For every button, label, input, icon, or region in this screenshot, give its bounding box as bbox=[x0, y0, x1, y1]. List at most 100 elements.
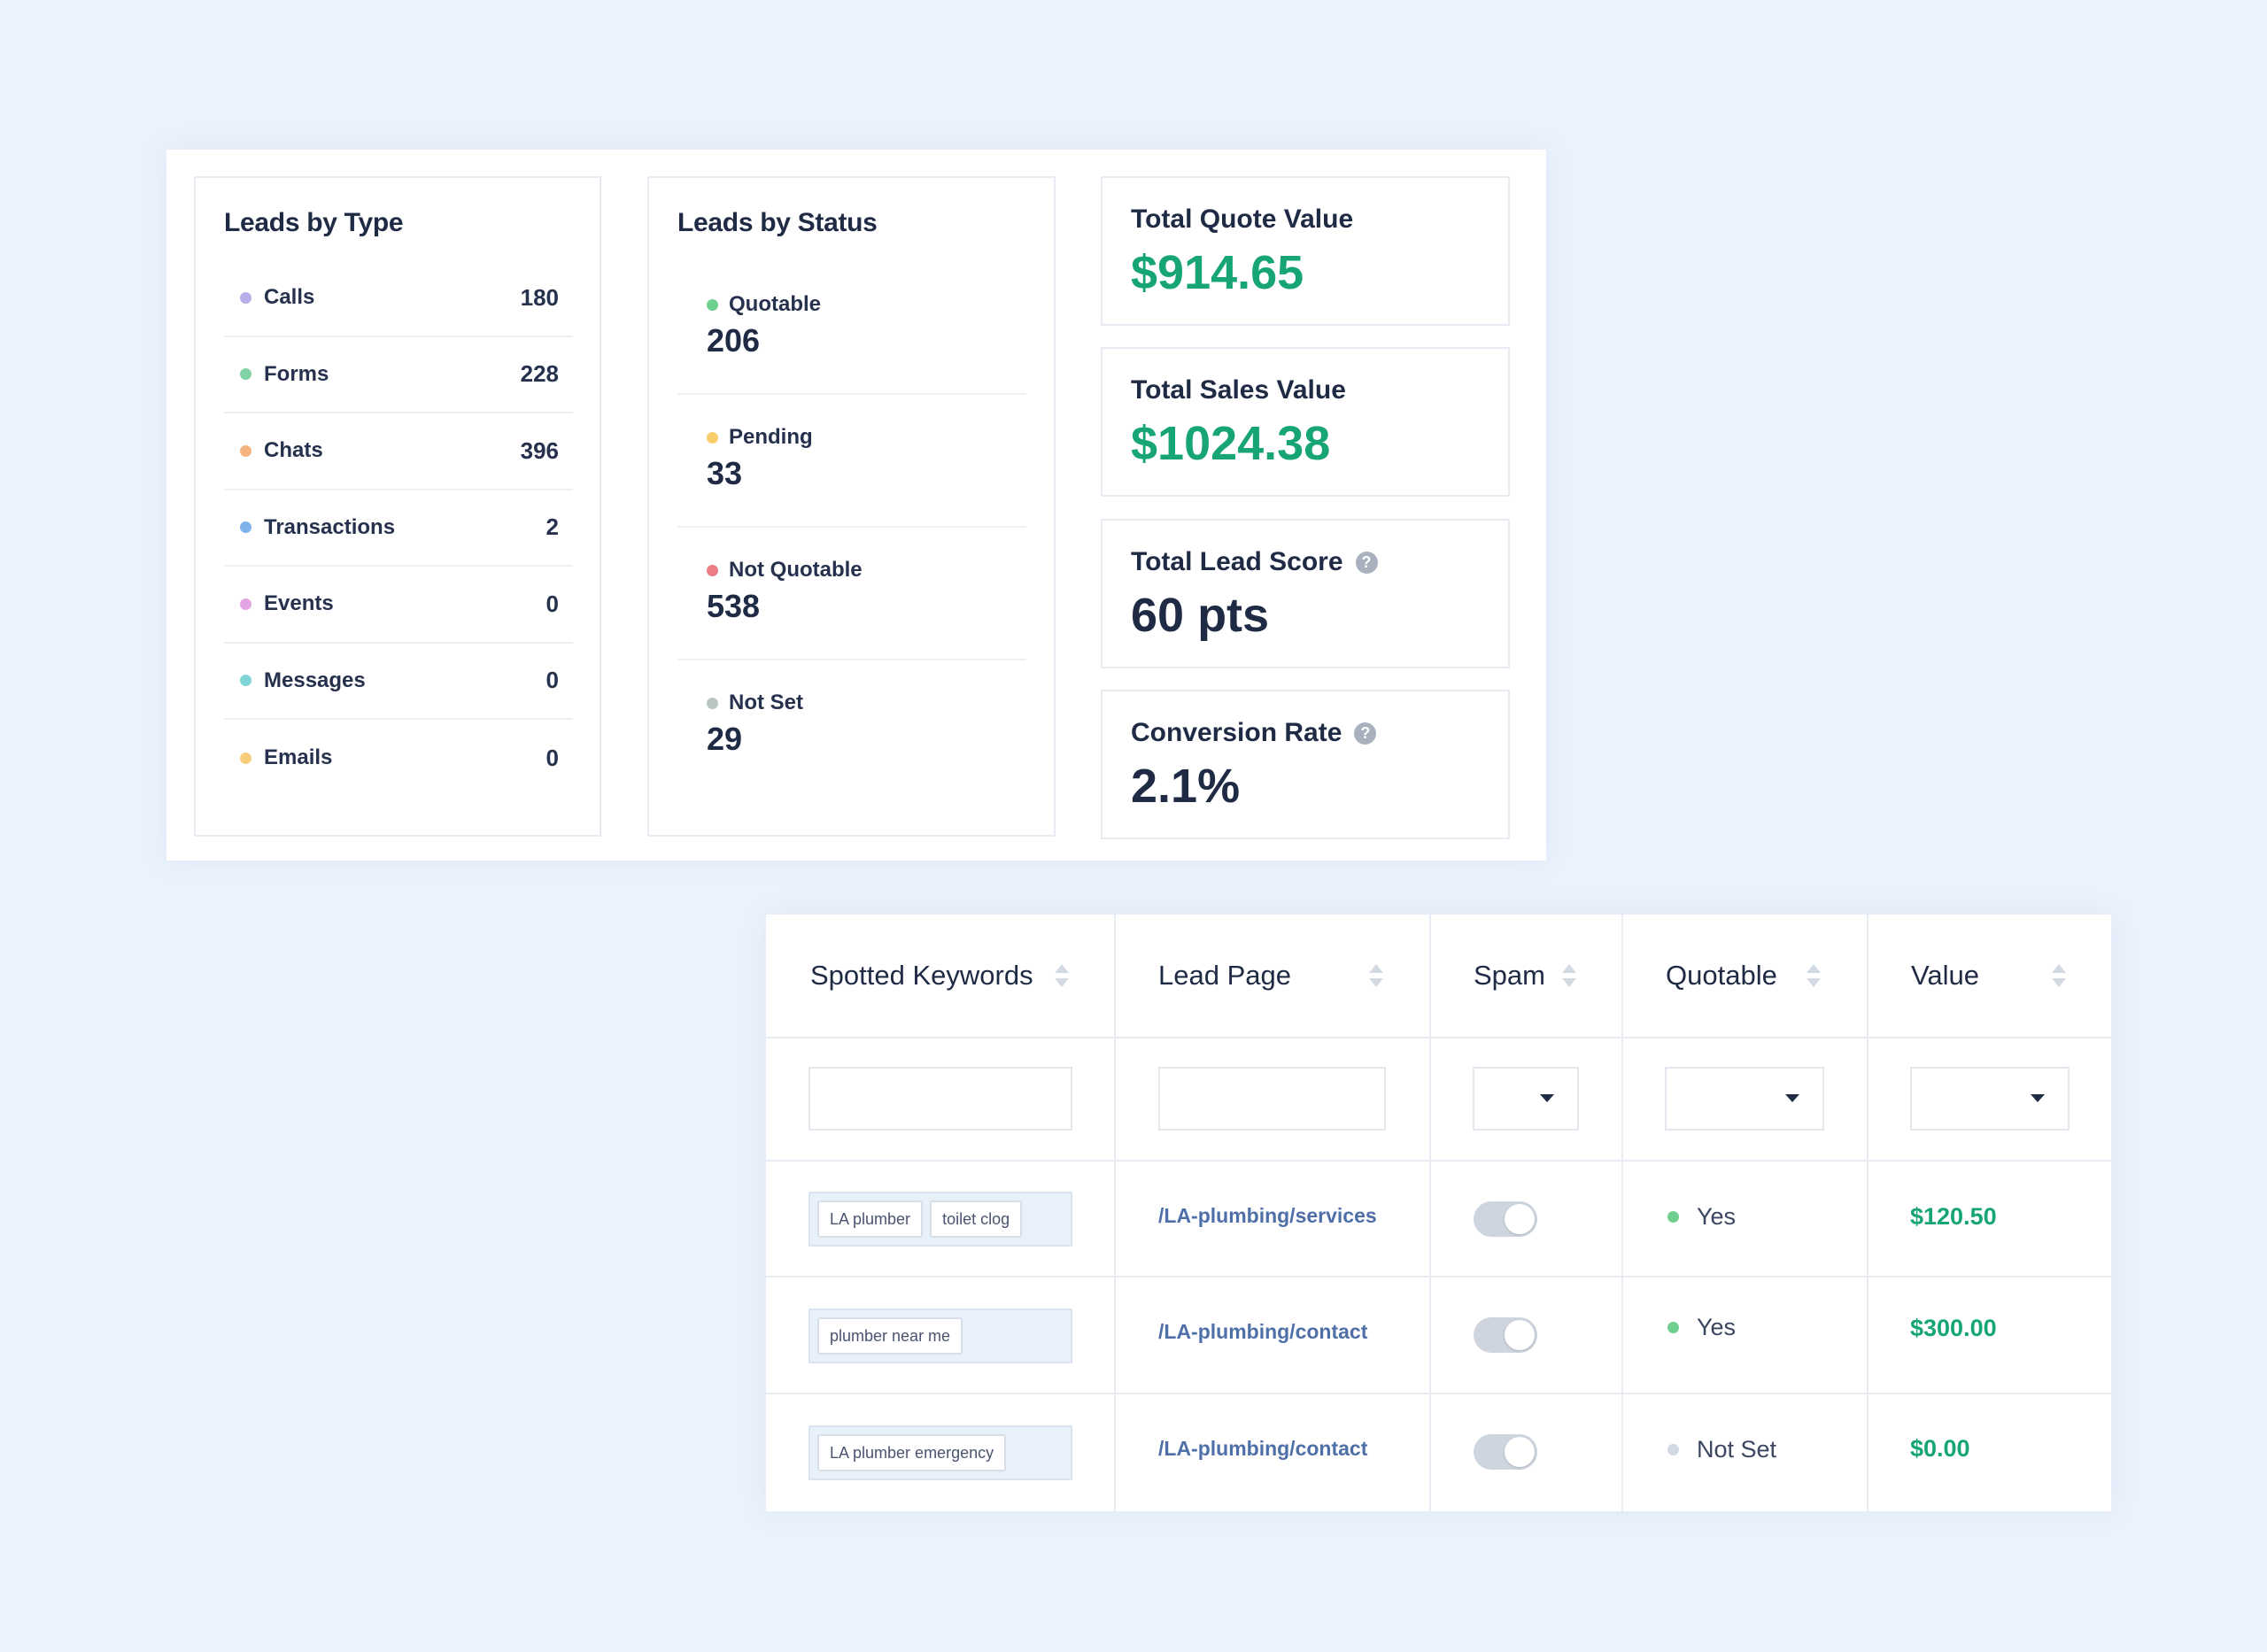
sort-icon[interactable] bbox=[1561, 962, 1577, 989]
sort-icon[interactable] bbox=[2051, 962, 2067, 989]
lead-page-filter-input[interactable] bbox=[1158, 1067, 1386, 1131]
lead-type-count: 396 bbox=[520, 436, 559, 464]
lead-status-row[interactable]: Quotable 206 bbox=[677, 262, 1026, 395]
spam-toggle[interactable] bbox=[1474, 1434, 1537, 1470]
leads-by-type-list: Calls 180 Forms 228 Chats 396 Transactio… bbox=[224, 260, 573, 797]
lead-status-row[interactable]: Not Set 29 bbox=[677, 660, 1026, 793]
lead-status-label: Not Set bbox=[729, 691, 803, 714]
value-cell: $0.00 bbox=[1910, 1435, 1970, 1462]
lead-type-row[interactable]: Transactions 2 bbox=[224, 490, 573, 567]
sort-icon[interactable] bbox=[1806, 962, 1822, 989]
keywords-cell: plumber near me bbox=[809, 1308, 1072, 1363]
lead-page-link[interactable]: /LA-plumbing/contact bbox=[1158, 1437, 1368, 1460]
total-lead-score-card: Total Lead Score ? 60 pts bbox=[1101, 519, 1510, 668]
type-dot-icon bbox=[240, 521, 251, 534]
column-header-spotted-keywords[interactable]: Spotted Keywords bbox=[810, 915, 1033, 1037]
lead-status-count: 33 bbox=[707, 455, 743, 491]
column-header-label: Lead Page bbox=[1158, 960, 1291, 991]
status-dot-icon bbox=[707, 431, 718, 444]
column-header-value[interactable]: Value bbox=[1911, 915, 1979, 1037]
spam-toggle[interactable] bbox=[1474, 1317, 1537, 1353]
metric-title-row: Total Lead Score ? bbox=[1131, 547, 1378, 577]
lead-type-row[interactable]: Messages 0 bbox=[224, 644, 573, 720]
type-dot-icon bbox=[240, 675, 251, 687]
metric-value: $1024.38 bbox=[1131, 417, 1331, 470]
column-divider bbox=[1621, 915, 1623, 1511]
column-header-quotable[interactable]: Quotable bbox=[1666, 915, 1777, 1037]
quotable-label: Not Set bbox=[1697, 1436, 1777, 1463]
keywords-filter-input[interactable] bbox=[809, 1067, 1072, 1131]
lead-type-label: Events bbox=[264, 591, 334, 616]
value-cell: $300.00 bbox=[1910, 1315, 1997, 1341]
total-sales-value-card: Total Sales Value $1024.38 bbox=[1101, 347, 1510, 497]
help-icon[interactable]: ? bbox=[1355, 551, 1378, 574]
lead-status-label: Quotable bbox=[729, 292, 822, 316]
metric-value: $914.65 bbox=[1131, 246, 1304, 299]
chevron-down-icon bbox=[1785, 1094, 1799, 1102]
status-dot-icon bbox=[1667, 1322, 1679, 1333]
lead-type-row[interactable]: Chats 396 bbox=[224, 413, 573, 490]
leads-by-type-card: Leads by Type Calls 180 Forms 228 Chats … bbox=[194, 176, 601, 837]
leads-table: Spotted Keywords Lead Page Spam Quotable… bbox=[766, 915, 2111, 1511]
column-header-label: Spotted Keywords bbox=[810, 960, 1033, 991]
lead-status-row[interactable]: Not Quotable 538 bbox=[677, 528, 1026, 660]
type-dot-icon bbox=[240, 291, 251, 304]
spam-toggle[interactable] bbox=[1474, 1201, 1537, 1237]
metric-value: 2.1% bbox=[1131, 760, 1241, 813]
metric-title: Total Quote Value bbox=[1131, 205, 1354, 234]
lead-type-row[interactable]: Events 0 bbox=[224, 567, 573, 644]
lead-type-count: 0 bbox=[545, 590, 559, 617]
lead-status-row[interactable]: Pending 33 bbox=[677, 395, 1026, 528]
lead-type-row[interactable]: Emails 0 bbox=[224, 720, 573, 797]
quotable-label: Yes bbox=[1697, 1203, 1737, 1230]
leads-by-type-title: Leads by Type bbox=[224, 208, 404, 237]
type-dot-icon bbox=[240, 598, 251, 610]
toggle-knob bbox=[1505, 1204, 1535, 1234]
lead-page-link[interactable]: /LA-plumbing/contact bbox=[1158, 1320, 1368, 1343]
value-filter-select[interactable] bbox=[1910, 1067, 2070, 1131]
lead-page-link[interactable]: /LA-plumbing/services bbox=[1158, 1204, 1377, 1227]
row-divider bbox=[766, 1037, 2111, 1038]
lead-type-row[interactable]: Calls 180 bbox=[224, 260, 573, 337]
toggle-knob bbox=[1505, 1320, 1535, 1350]
quotable-label: Yes bbox=[1697, 1314, 1737, 1340]
leads-by-status-title: Leads by Status bbox=[677, 208, 878, 237]
lead-type-count: 0 bbox=[545, 667, 559, 694]
lead-type-label: Transactions bbox=[264, 514, 396, 539]
metric-title-row: Conversion Rate ? bbox=[1131, 718, 1377, 748]
metric-title: Total Lead Score bbox=[1131, 547, 1343, 576]
leads-by-status-list: Quotable 206 Pending 33 Not Quotable bbox=[677, 262, 1026, 793]
lead-status-count: 29 bbox=[707, 721, 743, 757]
keyword-tag[interactable]: plumber near me bbox=[817, 1317, 963, 1355]
quotable-cell: Not Set bbox=[1667, 1436, 1776, 1463]
status-dot-icon bbox=[707, 697, 718, 709]
lead-type-count: 0 bbox=[545, 744, 559, 771]
chevron-down-icon bbox=[2031, 1094, 2045, 1102]
sort-icon[interactable] bbox=[1054, 962, 1070, 989]
quotable-filter-select[interactable] bbox=[1665, 1067, 1824, 1131]
keywords-cell: LA plumber emergency bbox=[809, 1425, 1072, 1480]
status-dot-icon bbox=[1667, 1211, 1679, 1223]
row-divider bbox=[766, 1393, 2111, 1394]
lead-status-label: Not Quotable bbox=[729, 558, 863, 582]
keyword-tag[interactable]: LA plumber emergency bbox=[817, 1434, 1007, 1471]
keyword-tag[interactable]: LA plumber bbox=[817, 1200, 924, 1238]
keyword-tag[interactable]: toilet clog bbox=[930, 1200, 1023, 1238]
quotable-cell: Yes bbox=[1667, 1314, 1736, 1341]
status-dot-icon bbox=[1667, 1444, 1679, 1455]
help-icon[interactable]: ? bbox=[1354, 722, 1377, 745]
lead-type-label: Chats bbox=[264, 438, 323, 463]
spam-filter-select[interactable] bbox=[1473, 1067, 1579, 1131]
lead-type-label: Forms bbox=[264, 361, 329, 386]
quotable-cell: Yes bbox=[1667, 1203, 1736, 1231]
lead-status-label: Pending bbox=[729, 425, 813, 449]
lead-type-count: 2 bbox=[545, 513, 559, 541]
column-header-label: Spam bbox=[1474, 960, 1545, 991]
type-dot-icon bbox=[240, 444, 251, 457]
lead-type-row[interactable]: Forms 228 bbox=[224, 337, 573, 413]
type-dot-icon bbox=[240, 368, 251, 381]
column-header-spam[interactable]: Spam bbox=[1474, 915, 1545, 1037]
sort-icon[interactable] bbox=[1368, 962, 1384, 989]
column-header-lead-page[interactable]: Lead Page bbox=[1158, 915, 1291, 1037]
toggle-knob bbox=[1505, 1437, 1535, 1467]
